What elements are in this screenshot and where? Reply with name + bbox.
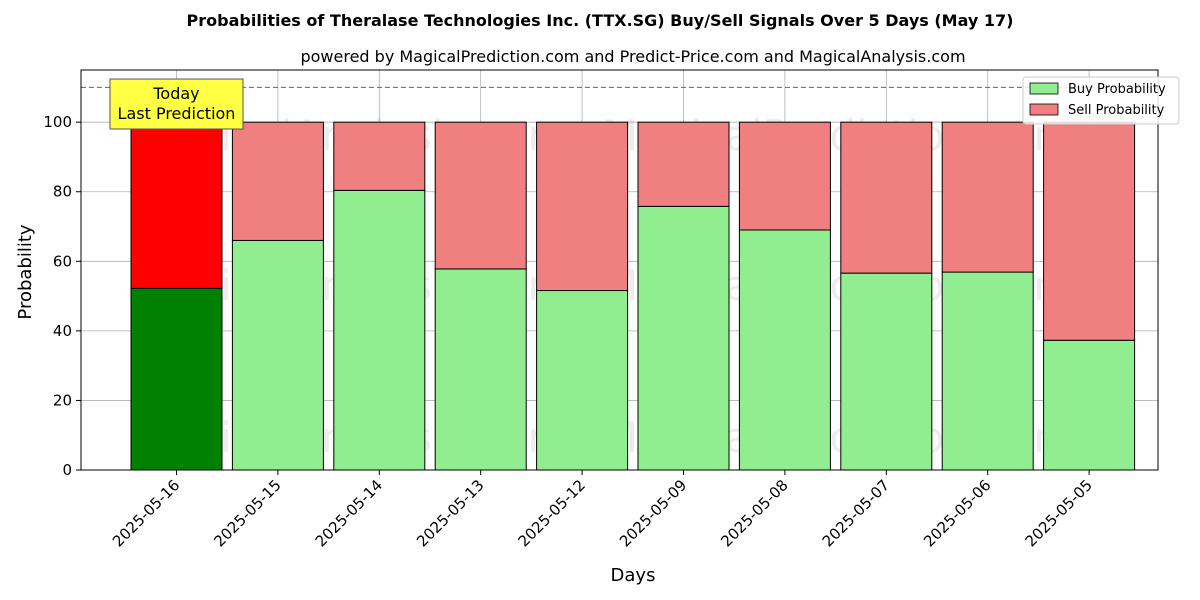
x-tick-label: 2025-05-07 [819,476,893,550]
x-tick-label: 2025-05-06 [920,476,994,550]
sell-bar [941,121,1034,273]
chart-title: Probabilities of Theralase Technologies … [187,11,1014,30]
buy-bar [941,271,1034,471]
sell-bar [1043,121,1136,341]
buy-bar [840,272,933,471]
annotation-box [109,78,244,130]
buy-bar [231,239,324,471]
x-tick-label: 2025-05-16 [109,476,183,550]
buy-bar [536,290,629,471]
x-tick-label: 2025-05-12 [515,476,589,550]
x-tick-label: 2025-05-05 [1022,476,1096,550]
y-tick-label: 60 [53,252,72,270]
legend-swatch [1029,82,1059,95]
y-tick-label: 20 [53,391,72,409]
y-tick-label: 40 [53,322,72,340]
x-axis-label: Days [611,565,656,586]
x-tick-label: 2025-05-13 [413,476,487,550]
bar-layer [81,86,1158,471]
x-tick-label: 2025-05-14 [312,476,386,550]
legend: Buy Probability Sell Probability [1022,76,1180,125]
sell-bar [434,121,527,270]
sell-bar [130,121,223,289]
sell-bar [738,121,831,231]
annotation-text: Last Prediction [118,104,236,123]
sell-bar [637,121,730,207]
sell-bar [231,121,324,241]
legend-label: Buy Probability [1068,82,1166,97]
legend-swatch [1029,103,1059,116]
buy-bar [333,189,426,471]
y-axis-label: Probability [15,224,36,319]
buy-bar [1043,339,1136,471]
y-tick-label: 80 [53,183,72,201]
plot-frame [80,69,1159,471]
y-tick-label: 0 [62,461,72,479]
legend-label: Sell Probability [1068,103,1165,118]
buy-bar [637,205,730,471]
legend-box [1022,76,1180,125]
sell-bar [536,121,629,292]
annotation-text: Today [152,84,199,103]
buy-bar [434,268,527,471]
sell-bar [333,121,426,191]
y-tick-label: 100 [43,113,72,131]
sell-bar [840,121,933,274]
buy-bar [130,287,223,471]
x-tick-label: 2025-05-15 [210,476,284,550]
buy-bar [738,229,831,471]
chart-subtitle: powered by MagicalPrediction.com and Pre… [300,47,965,66]
x-tick-label: 2025-05-09 [616,476,690,550]
x-tick-label: 2025-05-08 [717,476,791,550]
